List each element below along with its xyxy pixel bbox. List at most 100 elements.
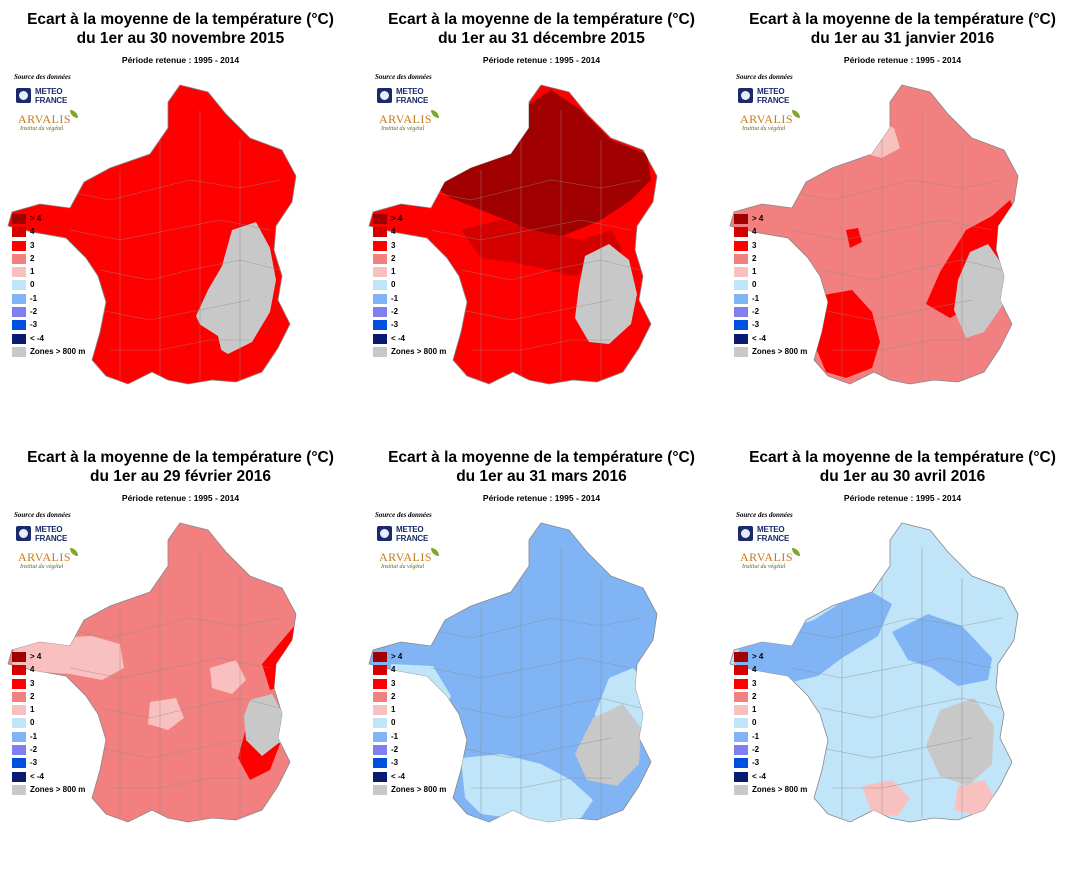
legend-swatch [373,745,387,756]
meteo-france-mark-icon [16,526,31,541]
department-border [99,259,281,281]
legend-swatch [12,784,26,795]
department-border [791,657,993,679]
meteo-france-wordmark: METEO FRANCE [757,525,790,543]
period-label: Période retenue : 1995 - 2014 [843,493,962,503]
legend-label: 4 [391,665,396,675]
legend-swatch [373,253,387,264]
arvalis-tagline: Institut du végétal [381,564,425,570]
department-border [59,617,281,639]
legend-label: -2 [752,307,760,317]
anomaly-region [734,592,892,682]
department-border [69,219,271,241]
legend-swatch [734,718,748,729]
legend-swatch [373,731,387,742]
legend-label: -1 [391,293,399,303]
legend-swatch [12,253,26,264]
meteo-france-wordmark: METEO FRANCE [35,525,68,543]
leaf-icon [792,548,800,556]
legend-swatch [12,678,26,689]
legend-swatch [734,346,748,357]
legend-label: < -4 [752,771,767,781]
map-title-line2: du 1er au 31 janvier 2016 [810,30,995,47]
france-temperature-map [7,522,297,823]
legend-swatch [373,346,387,357]
high-ground-region [196,222,276,354]
legend-swatch [12,665,26,676]
department-border [781,179,1003,201]
department-border [430,219,632,241]
period-label: Période retenue : 1995 - 2014 [121,55,240,65]
legend-label: 4 [752,227,757,237]
period-label: Période retenue : 1995 - 2014 [482,55,601,65]
legend-label: Zones > 800 m [391,346,447,356]
legend-label: -2 [391,745,399,755]
department-border [821,697,1003,719]
department-border [69,657,271,679]
legend-label: 3 [30,240,35,250]
department-border [460,737,612,759]
source-label: Source des données [375,73,432,81]
period-label: Période retenue : 1995 - 2014 [121,493,240,503]
department-border [471,777,611,789]
meteo-france-mark-icon [738,88,753,103]
department-border [821,737,973,759]
legend-label: 3 [391,678,396,688]
period-label: Période retenue : 1995 - 2014 [843,55,962,65]
leaf-icon [70,548,78,556]
legend-swatch [734,293,748,304]
legend-swatch [373,320,387,331]
legend-swatch [12,346,26,357]
legend-swatch [373,758,387,769]
legend-swatch [373,214,387,224]
legend-label: -2 [30,307,38,317]
meteo-france-mark-icon [377,88,392,103]
map-title-line2: du 1er au 30 novembre 2015 [76,30,285,47]
legend-label: -1 [30,293,38,303]
legend-swatch [12,652,26,662]
map-title-line2: du 1er au 31 décembre 2015 [438,30,645,47]
legend-swatch [12,307,26,318]
meteo-france-logo: METEO FRANCE [738,524,800,544]
legend-swatch [12,333,26,344]
legend-label: Zones > 800 m [752,784,808,794]
legend-label: -1 [752,731,760,741]
map-title: Ecart à la moyenne de la température (°C… [361,10,722,48]
arvalis-wordmark: ARVALIS [18,112,71,126]
legend-swatch [734,267,748,278]
legend-label: -3 [752,758,760,768]
department-border [430,657,632,679]
department-border [460,697,642,719]
legend-label: -3 [30,320,38,330]
legend-label: -2 [30,745,38,755]
legend-swatch [373,652,387,662]
legend-swatch [373,227,387,238]
legend-swatch [734,758,748,769]
meteo-france-logo: METEO FRANCE [377,86,439,106]
department-border [420,617,642,639]
arvalis-tagline: Institut du végétal [381,126,425,132]
legend-label: -2 [752,745,760,755]
department-border [460,299,612,321]
meteo-france-logo: METEO FRANCE [16,86,78,106]
legend-swatch [373,293,387,304]
anomaly-region [862,780,910,816]
legend-label: 1 [30,267,35,277]
legend-label: 2 [391,253,396,263]
legend-swatch [734,705,748,716]
legend-swatch [373,280,387,291]
legend-label: -1 [391,731,399,741]
department-border [110,777,250,789]
legend-swatch [734,731,748,742]
legend-label: Zones > 800 m [391,784,447,794]
anomaly-region [431,90,651,238]
high-ground-region [244,694,284,756]
map-title-line1: Ecart à la moyenne de la température (°C… [388,449,695,466]
leaf-icon [70,110,78,118]
anomaly-region [846,228,862,248]
legend-swatch [12,240,26,251]
map-title: Ecart à la moyenne de la température (°C… [0,448,361,486]
meteo-france-wordmark: METEO FRANCE [396,525,429,543]
legend-label: 1 [30,705,35,715]
legend-swatch [373,705,387,716]
